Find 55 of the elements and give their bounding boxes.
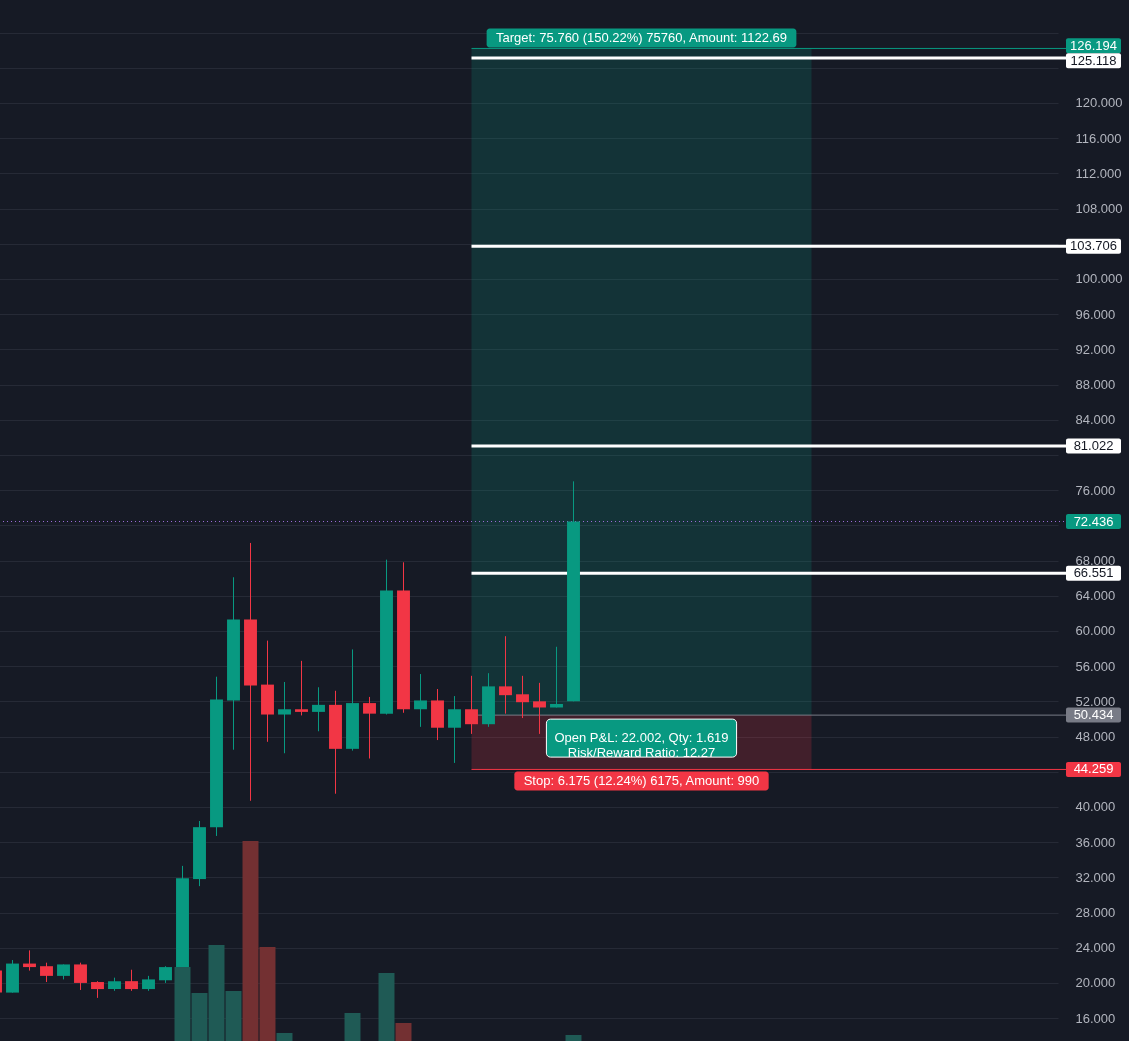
bar [344,1013,361,1041]
y-tick-label: 48.000 [1075,729,1116,745]
ref-line-label: 125.118 [1070,52,1117,68]
candlestick [499,635,512,715]
y-tick-label: 60.000 [1075,623,1116,639]
bar [276,1033,293,1041]
ref-line-label: 50.434 [1073,707,1114,723]
band-label: Target: 75.760 (150.22%) 75760, Amount: 1122.69 [495,29,788,45]
bar [378,973,395,1041]
bar [242,841,259,1041]
ref-line-label: 103.706 [1070,238,1117,254]
y-tick-label: 56.000 [1075,658,1116,674]
bar [395,1023,412,1041]
y-tick-label: 108.000 [1075,201,1123,217]
y-tick-label: 16.000 [1075,1010,1116,1026]
band-label: Stop: 6.175 (12.24%) 6175, Amount: 990 [523,772,760,788]
candlestick [312,686,325,732]
candlestick [533,682,546,735]
candlestick [295,660,308,716]
y-tick-label: 84.000 [1075,412,1116,428]
y-tick-label: 116.000 [1075,130,1122,146]
y-tick-label: 76.000 [1075,482,1116,498]
y-tick-label: 20.000 [1075,975,1116,991]
candlestick [278,681,291,754]
y-tick-label: 120.000 [1075,95,1123,111]
y-tick-label: 92.000 [1075,341,1116,357]
ref-line-label: 126.194 [1070,37,1117,53]
annotation: Open P&L: 22.002, Qty: 1.619 Risk/Reward Ratio: 12.27 [554,730,729,761]
y-tick-label: 96.000 [1075,306,1116,322]
candlestick [74,962,87,991]
candlestick [465,675,478,735]
ref-line-label: 81.022 [1073,437,1114,453]
y-tick-label: 36.000 [1075,834,1116,850]
bar [191,993,208,1041]
ref-line-label: 72.436 [1073,513,1114,529]
candlestick [448,695,461,764]
y-tick-label: 52.000 [1075,693,1116,709]
y-tick-label: 88.000 [1075,377,1116,393]
bar [225,991,242,1041]
candlestick [40,962,53,983]
bar [208,945,225,1041]
y-tick-label: 40.000 [1075,799,1116,815]
bar [259,947,276,1041]
candlestick [414,673,427,728]
y-tick-label: 24.000 [1075,940,1116,956]
y-tick-label: 100.000 [1075,271,1123,287]
candlestick [125,969,138,992]
y-tick-label: 64.000 [1075,588,1116,604]
candlestick [516,675,529,719]
ref-line-label: 44.259 [1073,761,1114,777]
y-tick-label: 112.000 [1075,165,1122,181]
y-tick-label: 32.000 [1075,869,1116,885]
bar [565,1035,582,1041]
candlestick [363,696,376,760]
y-tick-label: 28.000 [1075,905,1116,921]
